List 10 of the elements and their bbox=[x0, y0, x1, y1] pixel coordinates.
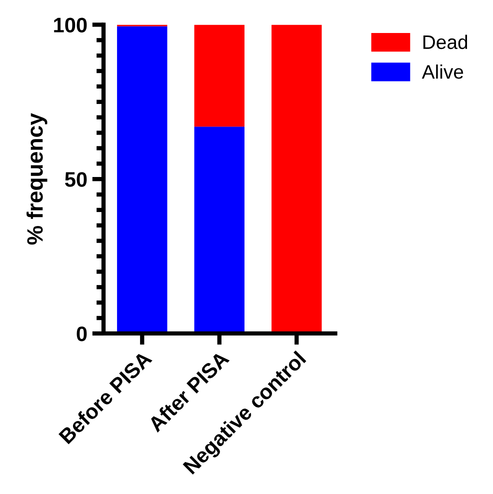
bar bbox=[194, 126, 244, 334]
y-tick-label: 50 bbox=[65, 172, 87, 187]
legend-label: Alive bbox=[422, 64, 464, 79]
y-tick-label: 100 bbox=[54, 18, 87, 32]
y-axis-title: % frequency bbox=[26, 113, 48, 245]
bar bbox=[117, 26, 168, 334]
bar bbox=[272, 24, 322, 334]
y-tick-label: 0 bbox=[76, 326, 87, 342]
legend-label: Dead bbox=[423, 34, 468, 50]
bar bbox=[194, 24, 244, 127]
